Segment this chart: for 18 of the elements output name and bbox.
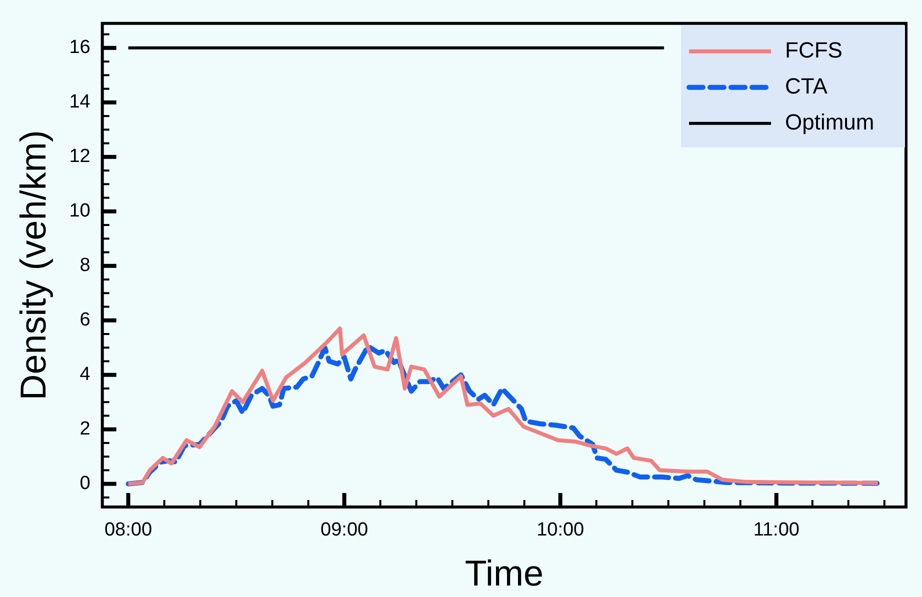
y-tick-label: 10	[69, 200, 90, 222]
y-tick-label: 2	[80, 418, 90, 440]
y-tick-label: 6	[80, 310, 90, 331]
y-tick-label: 0	[80, 473, 90, 494]
y-axis-title: Density (veh/km)	[12, 130, 54, 400]
legend-label: FCFS	[785, 37, 842, 62]
x-axis-title: Time	[464, 552, 544, 594]
x-tick-label: 09:00	[320, 520, 368, 541]
legend-label: Optimum	[785, 109, 874, 134]
x-tick-label: 11:00	[753, 520, 800, 541]
x-tick-label: 10:00	[536, 520, 584, 541]
y-tick-label: 8	[80, 255, 90, 276]
x-tick-label: 08:00	[104, 520, 152, 541]
y-tick-label: 14	[69, 92, 91, 113]
y-tick-label: 16	[69, 37, 90, 58]
y-tick-label: 12	[69, 146, 90, 168]
legend-label: CTA	[785, 73, 828, 98]
y-tick-label: 4	[80, 364, 91, 386]
